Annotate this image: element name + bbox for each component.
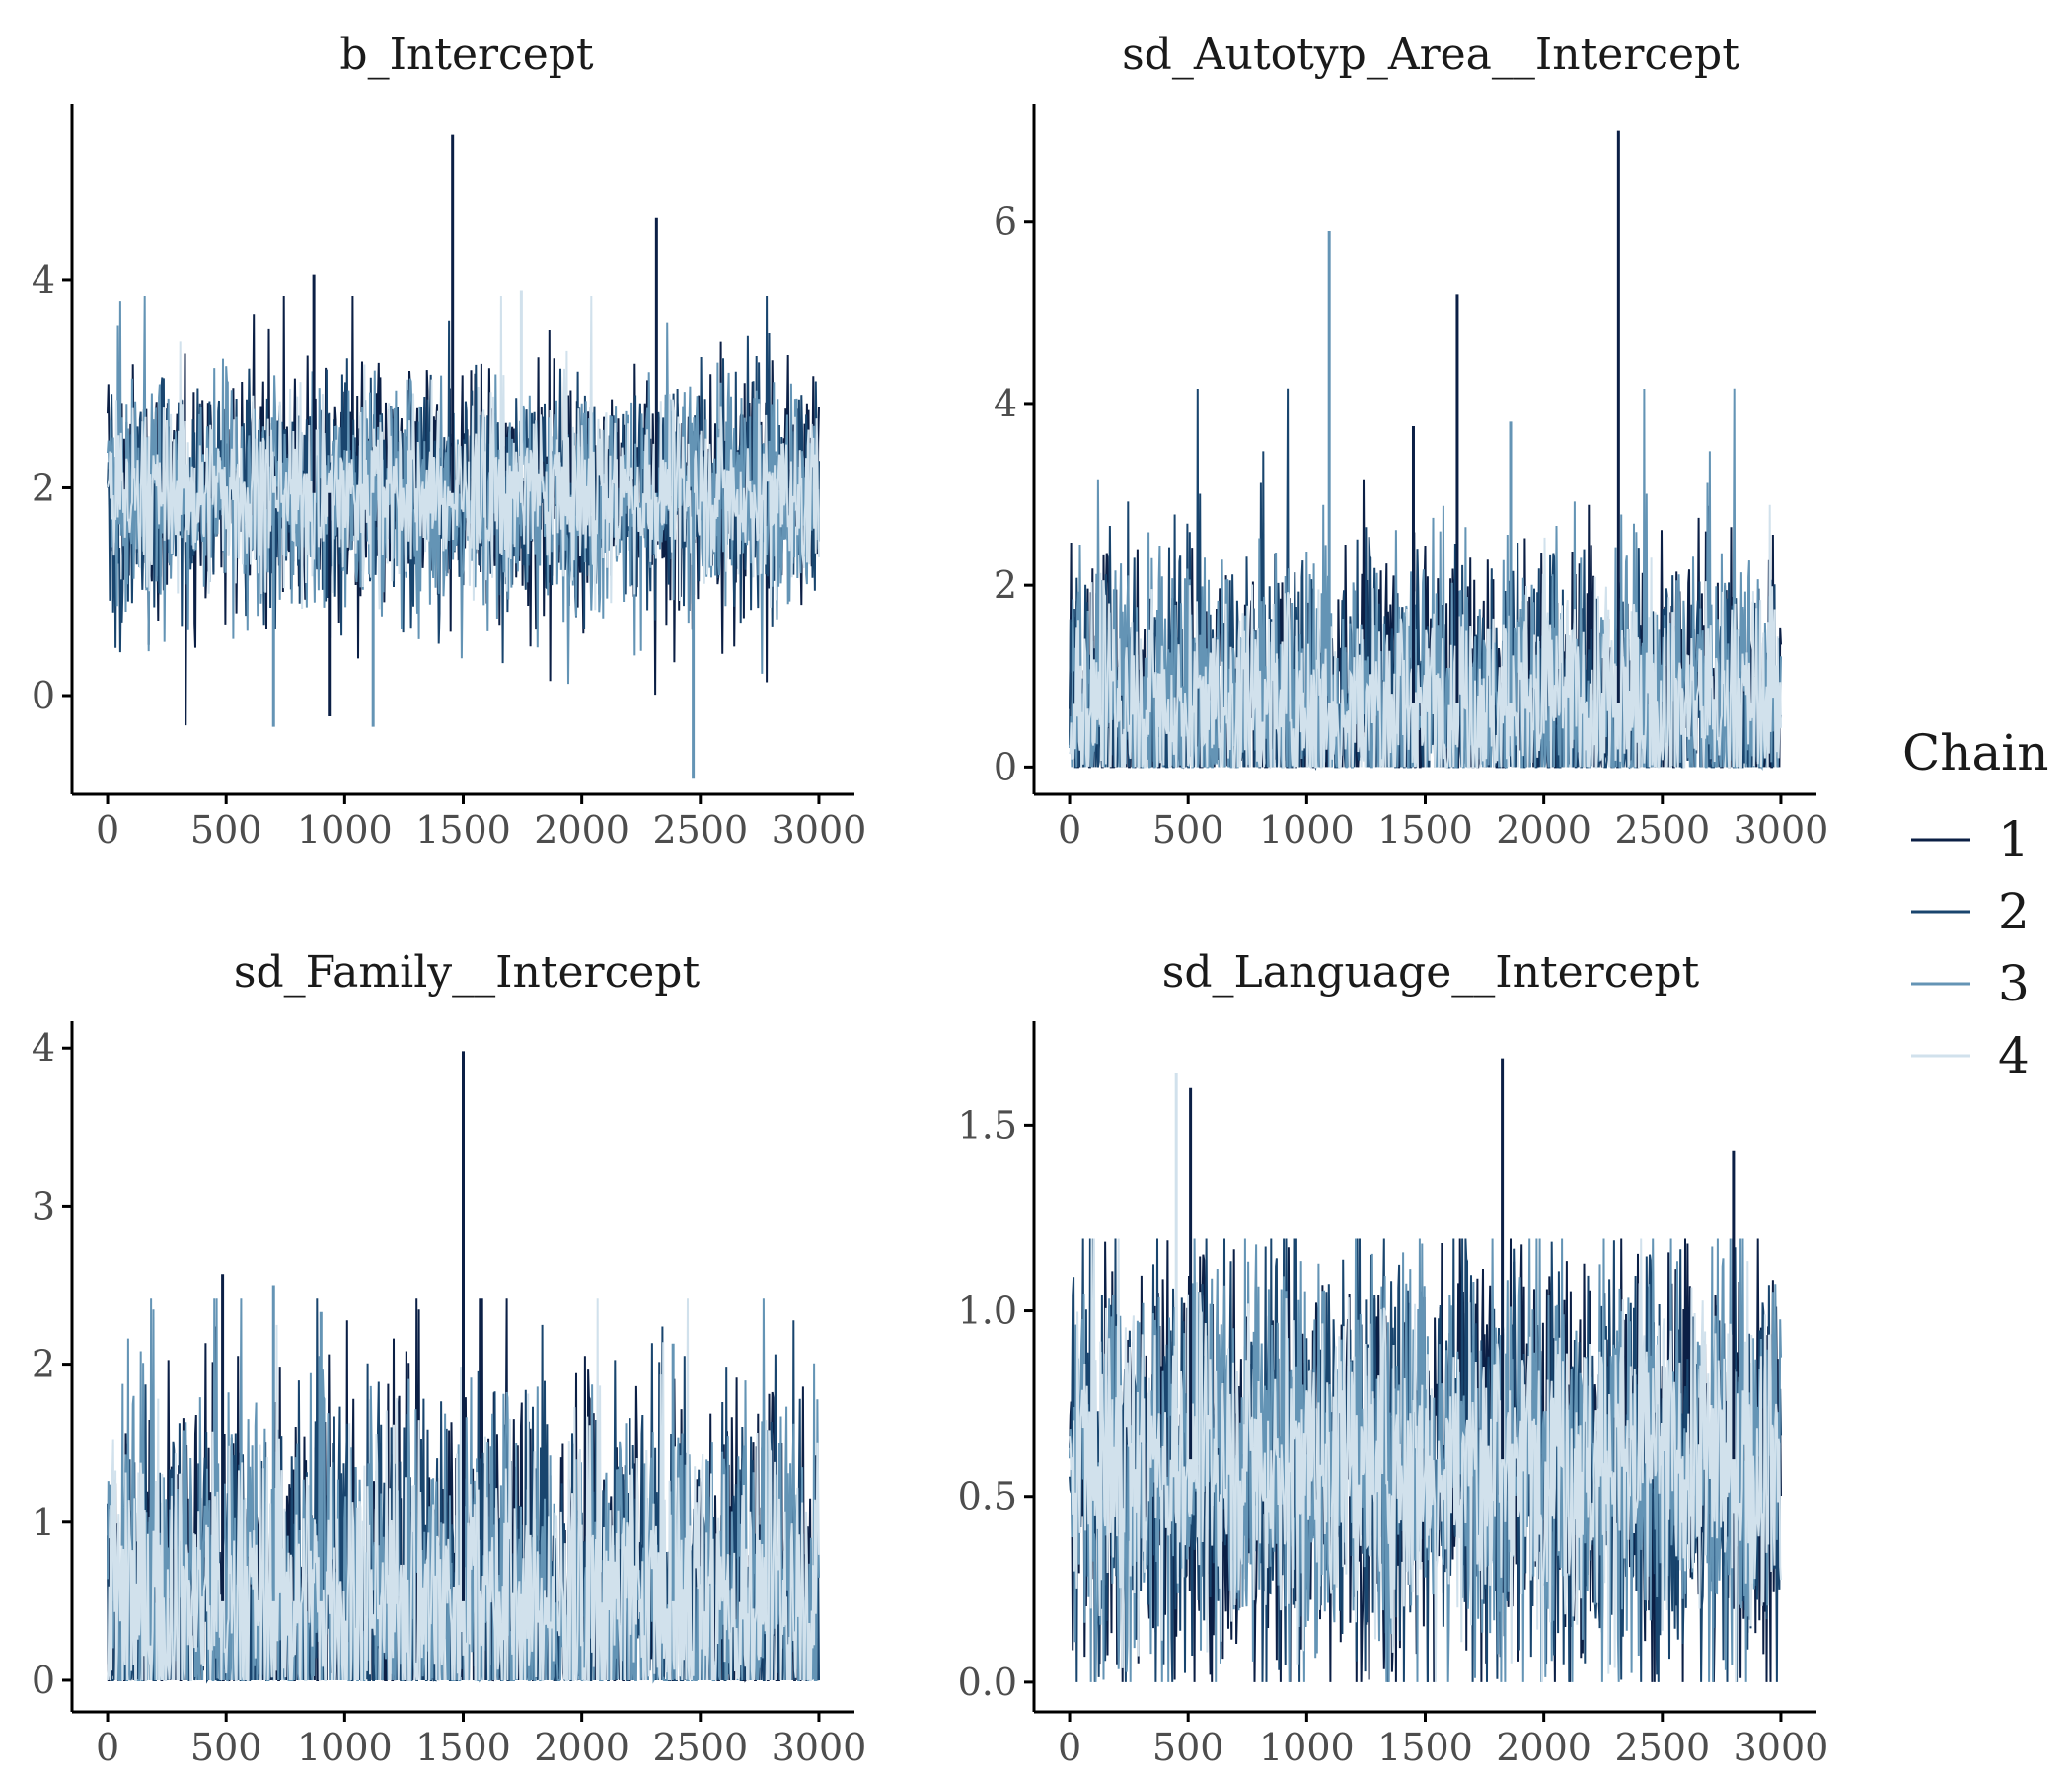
x-tick-label: 1500 [415,1726,511,1769]
trace-panel: sd_Family__Intercept 0 500 1000 1500 2000 2500… [32,947,867,1769]
x-tick-label: 2000 [1496,1726,1591,1769]
x-tick-label: 0 [96,808,119,851]
x-tick-label: 1500 [1377,808,1473,851]
legend-label: 2 [1998,883,2030,940]
x-tick-label: 1500 [1377,1726,1473,1769]
y-tick-label: 4 [32,259,55,302]
y-tick-label: 2 [994,563,1017,607]
y-tick-label: 6 [994,200,1017,244]
legend-entry: 1 [1911,811,2030,868]
panel-title: sd_Autotyp_Area__Intercept [1122,30,1739,80]
x-tick-label: 1000 [297,808,393,851]
x-tick-label: 2000 [534,1726,629,1769]
legend-entry: 3 [1911,955,2030,1012]
chain-4-trace [107,1298,820,1681]
x-tick-label: 3000 [772,1726,867,1769]
chain-4-trace [1069,504,1782,770]
x-tick-label: 1000 [297,1726,393,1769]
y-tick-label: 2 [32,466,55,509]
y-tick-label: 1 [32,1501,55,1544]
x-tick-label: 500 [190,808,262,851]
x-tick-label: 1500 [415,808,511,851]
x-tick-label: 2000 [1496,808,1591,851]
legend-entry: 2 [1911,883,2030,940]
x-tick-label: 500 [1152,1726,1224,1769]
x-tick-label: 2500 [652,808,748,851]
x-tick-label: 500 [1152,808,1224,851]
panel-title: b_Intercept [339,30,593,80]
x-tick-label: 1000 [1259,1726,1355,1769]
trace-panel: sd_Language__Intercept 0 500 1000 1500 2000 25… [958,947,1829,1769]
x-tick-label: 1000 [1259,808,1355,851]
legend-title: Chain [1902,724,2048,781]
x-tick-label: 3000 [772,808,867,851]
y-tick-label: 0.0 [958,1661,1017,1704]
legend-label: 1 [1998,811,2030,868]
y-tick-label: 0 [994,745,1017,788]
chain-legend: Chain 1 2 3 4 [1902,724,2048,1084]
y-tick-label: 4 [32,1026,55,1070]
x-tick-label: 2500 [1614,808,1710,851]
y-tick-label: 3 [32,1184,55,1227]
legend-label: 3 [1998,955,2030,1012]
y-tick-label: 4 [994,382,1017,425]
legend-label: 4 [1998,1027,2030,1084]
x-tick-label: 2500 [1614,1726,1710,1769]
chain-4-trace [107,295,820,611]
panel-title: sd_Family__Intercept [234,947,701,998]
y-tick-label: 0 [32,674,55,717]
trace-panel: b_Intercept 0 500 1000 1500 2000 2500 3000 0 2 4 [32,30,867,851]
y-tick-label: 0.5 [958,1475,1017,1518]
x-tick-label: 0 [1058,1726,1081,1769]
x-tick-label: 500 [190,1726,262,1769]
y-tick-label: 0 [32,1659,55,1702]
x-tick-label: 3000 [1734,1726,1829,1769]
y-tick-label: 2 [32,1343,55,1386]
x-tick-label: 3000 [1734,808,1829,851]
chain-4-trace [1069,1238,1782,1682]
x-tick-label: 2000 [534,808,629,851]
x-tick-label: 2500 [652,1726,748,1769]
x-tick-label: 0 [1058,808,1081,851]
y-tick-label: 1.5 [958,1103,1017,1147]
legend-entry: 4 [1911,1027,2030,1084]
y-tick-label: 1.0 [958,1290,1017,1333]
x-tick-label: 0 [96,1726,119,1769]
panel-title: sd_Language__Intercept [1162,947,1700,998]
